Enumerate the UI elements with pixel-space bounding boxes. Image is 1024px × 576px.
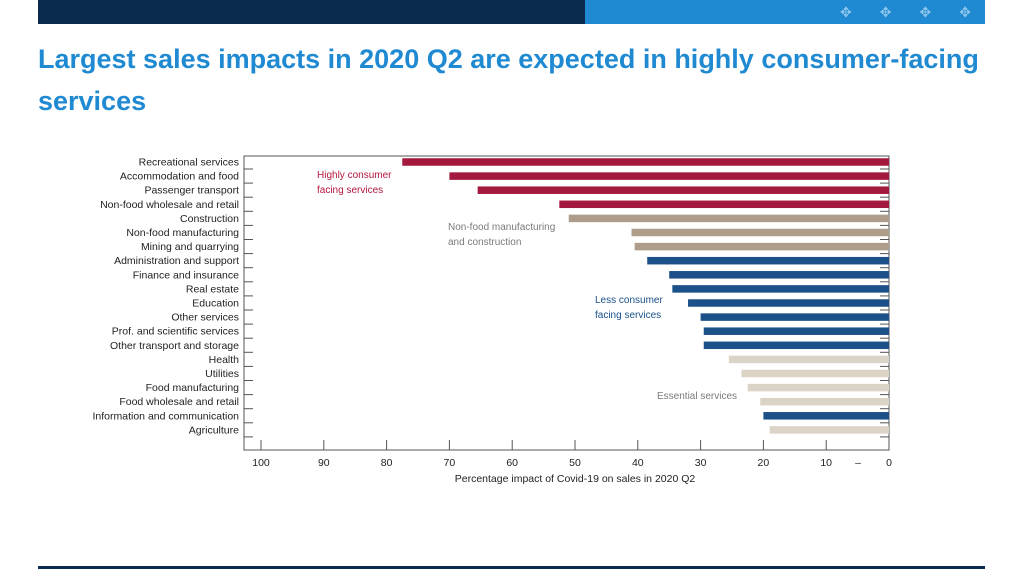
- x-tick-label: 30: [695, 457, 707, 469]
- category-label: Other services: [171, 312, 239, 324]
- bar: [688, 299, 889, 307]
- category-label: Administration and support: [114, 255, 239, 267]
- header-band-dark: [38, 0, 585, 24]
- category-label: Food manufacturing: [146, 382, 240, 394]
- bar: [449, 172, 889, 180]
- category-label: Finance and insurance: [133, 269, 239, 281]
- category-label: Utilities: [205, 368, 239, 380]
- x-tick-label: 90: [318, 457, 330, 469]
- bar: [669, 271, 889, 279]
- category-label: Prof. and scientific services: [112, 326, 239, 338]
- bar: [647, 256, 889, 265]
- bar: [477, 186, 889, 194]
- x-tick-label: 60: [506, 457, 518, 469]
- group-annotation: and construction: [448, 237, 521, 248]
- bar: [402, 158, 889, 166]
- x-tick-label: 70: [444, 457, 456, 469]
- cross-pattern-icon: ✥: [919, 3, 932, 20]
- category-label: Non-food wholesale and retail: [100, 199, 239, 211]
- x-tick-label: –: [855, 457, 861, 469]
- bar: [703, 341, 889, 350]
- category-label: Real estate: [186, 283, 239, 295]
- bar: [568, 214, 889, 223]
- bar: [700, 313, 889, 321]
- cross-pattern-icon: ✥: [959, 3, 971, 20]
- x-axis-label: Percentage impact of Covid-19 on sales i…: [455, 473, 696, 485]
- group-annotation: facing services: [317, 185, 383, 196]
- bar: [728, 355, 889, 364]
- footer-rule: [38, 566, 985, 569]
- group-annotation: facing services: [595, 310, 661, 321]
- category-label: Accommodation and food: [120, 171, 239, 183]
- x-tick-label: 40: [632, 457, 644, 469]
- category-label: Information and communication: [93, 410, 240, 422]
- x-tick-label: 0: [886, 457, 892, 469]
- cross-pattern-icon: ✥: [840, 3, 852, 20]
- bar: [559, 200, 889, 209]
- category-label: Health: [209, 354, 240, 366]
- group-annotation: Less consumer: [595, 295, 663, 306]
- bar: [672, 285, 889, 293]
- category-label: Education: [192, 298, 239, 310]
- x-tick-label: 10: [820, 457, 832, 469]
- category-label: Other transport and storage: [110, 340, 239, 352]
- bar: [631, 228, 889, 237]
- group-annotation: Non-food manufacturing: [448, 222, 555, 233]
- bar: [634, 242, 889, 251]
- cross-pattern-icon: ✥: [879, 3, 892, 20]
- category-label: Recreational services: [139, 157, 239, 169]
- bar: [769, 426, 889, 434]
- category-label: Passenger transport: [144, 185, 239, 197]
- category-label: Food wholesale and retail: [119, 396, 239, 408]
- x-tick-label: 20: [758, 457, 770, 469]
- bar: [741, 369, 889, 378]
- header-band-light: [585, 0, 985, 24]
- category-label: Agriculture: [189, 424, 239, 436]
- group-annotation: Essential services: [657, 391, 737, 402]
- bar: [763, 412, 889, 420]
- page-title: Largest sales impacts in 2020 Q2 are exp…: [38, 44, 979, 116]
- bar: [703, 327, 889, 335]
- x-tick-label: 50: [569, 457, 581, 469]
- x-tick-label: 100: [252, 457, 270, 469]
- bar: [760, 397, 889, 406]
- bar: [747, 383, 889, 392]
- category-label: Non-food manufacturing: [126, 227, 239, 239]
- category-label: Mining and quarrying: [141, 241, 239, 253]
- group-annotation: Highly consumer: [317, 170, 392, 181]
- category-label: Construction: [180, 213, 239, 225]
- header-pattern: ✥ ✥ ✥ ✥: [826, 0, 985, 24]
- x-tick-label: 80: [381, 457, 393, 469]
